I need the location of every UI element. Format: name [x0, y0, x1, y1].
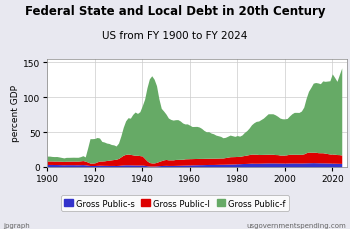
Legend: Gross Public-s, Gross Public-l, Gross Public-f: Gross Public-s, Gross Public-l, Gross Pu… [61, 196, 289, 211]
Text: Federal State and Local Debt in 20th Century: Federal State and Local Debt in 20th Cen… [25, 5, 325, 18]
Text: US from FY 1900 to FY 2024: US from FY 1900 to FY 2024 [102, 31, 248, 41]
Text: usgovernmentspending.com: usgovernmentspending.com [247, 222, 346, 228]
Text: jpgraph: jpgraph [4, 222, 30, 228]
Y-axis label: percent GDP: percent GDP [11, 85, 20, 142]
